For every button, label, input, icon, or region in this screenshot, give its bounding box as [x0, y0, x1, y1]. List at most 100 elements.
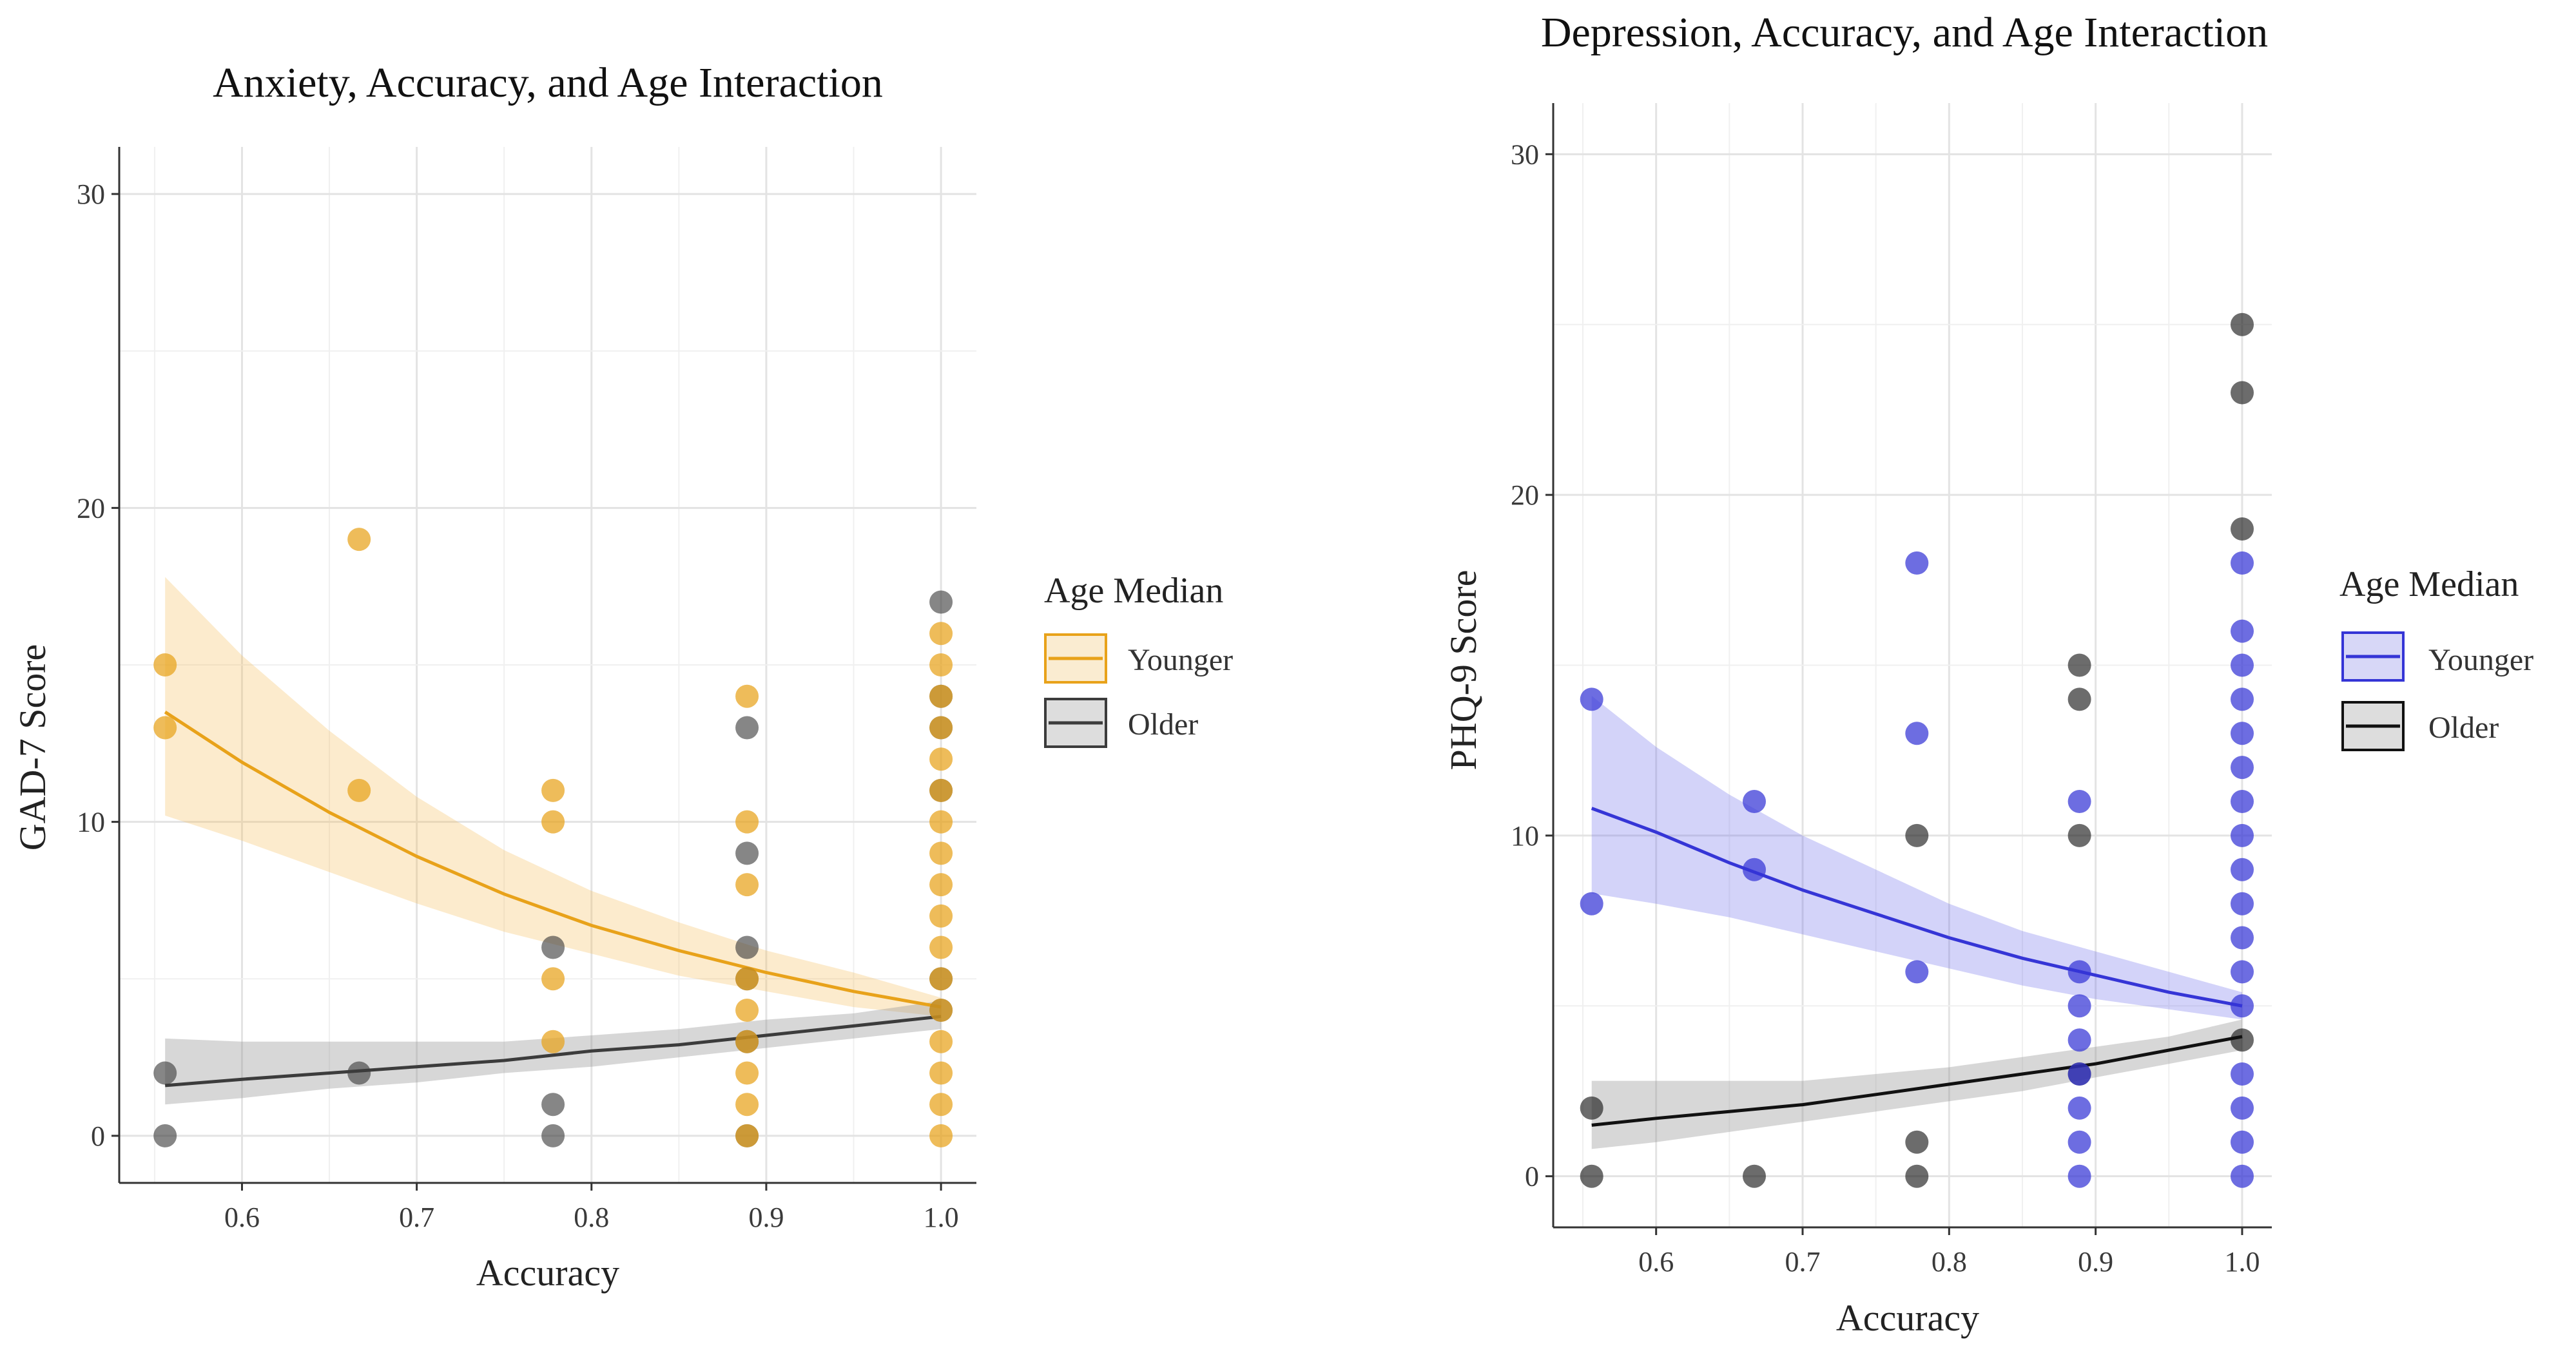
data-point-younger	[1905, 551, 1929, 575]
data-point-younger	[1580, 687, 1603, 711]
data-point-older	[2231, 517, 2254, 541]
legend-label-older: Older	[1128, 707, 1198, 742]
y-axis-title: PHQ-9 Score	[1442, 570, 1484, 771]
data-point-younger	[2231, 687, 2254, 711]
x-tick-label: 0.7	[399, 1202, 434, 1233]
y-axis-title: GAD-7 Score	[12, 644, 53, 851]
legend-label-younger: Younger	[1128, 643, 1233, 677]
data-point-younger	[2231, 892, 2254, 916]
data-point-younger	[2231, 994, 2254, 1018]
data-point-younger	[929, 622, 953, 646]
data-point-younger	[1580, 892, 1603, 916]
data-point-younger	[2231, 1164, 2254, 1188]
data-point-younger	[929, 935, 953, 959]
data-point-older	[1580, 1164, 1603, 1188]
data-point-older	[2231, 312, 2254, 336]
data-point-older	[2231, 1028, 2254, 1052]
data-point-younger	[1743, 790, 1766, 813]
data-point-older	[2068, 823, 2091, 847]
data-point-older	[347, 1061, 371, 1085]
data-point-younger	[929, 873, 953, 897]
x-tick-label: 0.9	[748, 1202, 784, 1233]
y-tick-label: 30	[1511, 139, 1539, 170]
x-tick-label: 1.0	[924, 1202, 959, 1233]
data-point-older	[2068, 653, 2091, 677]
data-point-younger	[2231, 823, 2254, 847]
x-tick-label: 0.8	[1932, 1246, 1967, 1278]
data-point-younger	[1905, 960, 1929, 984]
chart-title: Anxiety, Accuracy, and Age Interaction	[213, 59, 883, 106]
data-point-younger	[735, 873, 759, 897]
confidence-band-younger	[165, 577, 942, 1017]
x-tick-label: 1.0	[2224, 1246, 2260, 1278]
data-point-younger	[929, 684, 953, 708]
x-tick-label: 0.7	[1785, 1246, 1821, 1278]
x-tick-labels: 0.6 0.7 0.8 0.9 1.0	[224, 1202, 959, 1233]
plot-panel	[111, 147, 976, 1191]
data-point-older	[2068, 687, 2091, 711]
fit-line-older	[164, 1015, 942, 1088]
data-point-younger	[929, 1030, 953, 1053]
data-point-younger	[541, 778, 565, 802]
data-point-older	[541, 935, 565, 959]
x-axis-title: Accuracy	[476, 1252, 619, 1294]
data-point-younger	[2068, 1164, 2091, 1188]
data-point-older	[735, 716, 759, 740]
confidence-band-older	[1591, 1019, 2242, 1149]
y-tick-label: 30	[77, 178, 105, 210]
fit-lines	[1591, 807, 2243, 1127]
fit-line-younger	[164, 711, 942, 1009]
data-point-younger	[929, 999, 953, 1022]
data-point-younger	[2068, 1130, 2091, 1154]
fit-line-older	[1591, 1035, 2243, 1127]
data-point-younger	[735, 1093, 759, 1117]
x-tick-label: 0.6	[1638, 1246, 1674, 1278]
data-point-older	[541, 1124, 565, 1147]
fit-line-younger	[1591, 807, 2243, 1008]
chart-title: Depression, Accuracy, and Age Interactio…	[1541, 9, 2268, 56]
data-point-younger	[735, 1061, 759, 1085]
data-point-younger	[2068, 994, 2091, 1018]
data-point-younger	[735, 1124, 759, 1147]
data-point-younger	[2231, 790, 2254, 813]
data-point-younger	[2231, 551, 2254, 575]
data-point-younger	[2068, 1028, 2091, 1052]
data-points	[1580, 312, 2254, 1188]
confidence-bands	[1591, 696, 2242, 1149]
data-point-older	[1905, 1164, 1929, 1188]
data-points	[153, 528, 953, 1147]
plot-panel	[1545, 103, 2272, 1235]
data-point-younger	[929, 778, 953, 802]
data-point-younger	[541, 810, 565, 834]
legend-label-older: Older	[2428, 711, 2499, 745]
data-point-younger	[2231, 653, 2254, 677]
data-point-younger	[347, 528, 371, 552]
data-point-younger	[735, 684, 759, 708]
data-point-younger	[735, 999, 759, 1022]
data-point-younger	[929, 1061, 953, 1085]
anxiety-chart: Anxiety, Accuracy, and Age Interaction 0…	[12, 59, 1233, 1294]
y-tick-label: 0	[91, 1120, 105, 1152]
data-point-younger	[929, 747, 953, 771]
data-point-younger	[2231, 858, 2254, 881]
data-point-younger	[929, 967, 953, 991]
data-point-younger	[2068, 1062, 2091, 1086]
data-point-younger	[2231, 960, 2254, 984]
legend-title: Age Median	[1044, 571, 1223, 611]
data-point-younger	[2231, 926, 2254, 950]
data-point-younger	[929, 1124, 953, 1147]
y-tick-labels: 0 10 20 30	[77, 178, 105, 1152]
data-point-younger	[735, 810, 759, 834]
data-point-younger	[735, 967, 759, 991]
data-point-younger	[1743, 858, 1766, 881]
x-axis-title: Accuracy	[1836, 1297, 1979, 1339]
data-point-older	[735, 841, 759, 865]
data-point-older	[1743, 1164, 1766, 1188]
data-point-younger	[2231, 722, 2254, 745]
data-point-younger	[2231, 756, 2254, 780]
data-point-younger	[929, 716, 953, 740]
data-point-older	[1580, 1096, 1603, 1120]
x-tick-label: 0.8	[574, 1202, 609, 1233]
